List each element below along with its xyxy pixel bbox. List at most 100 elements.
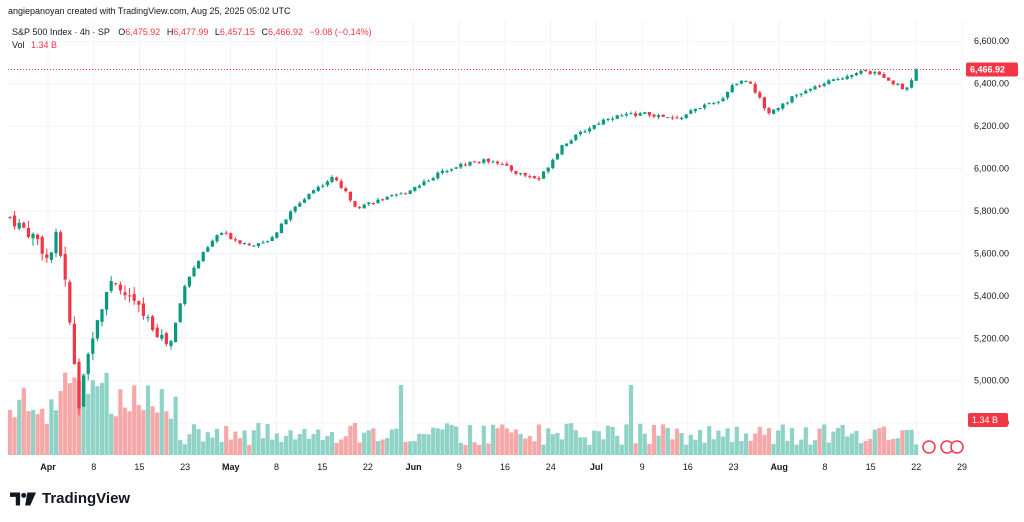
candle-body bbox=[376, 199, 380, 204]
volume-bar bbox=[541, 444, 546, 455]
volume-bar bbox=[76, 380, 82, 455]
volume-bar bbox=[564, 423, 569, 455]
candle-body bbox=[620, 115, 624, 117]
volume-bar bbox=[868, 438, 873, 455]
candle-body bbox=[776, 108, 780, 111]
candle-body bbox=[187, 276, 191, 287]
volume-bar bbox=[665, 428, 670, 455]
volume-bar bbox=[615, 435, 620, 455]
candles bbox=[8, 68, 918, 416]
candle-body bbox=[583, 131, 587, 133]
volume-bar bbox=[863, 440, 868, 455]
volume-bar bbox=[122, 407, 128, 455]
candle-body bbox=[624, 113, 628, 116]
volume-bar bbox=[178, 440, 183, 455]
candle-body bbox=[606, 119, 610, 121]
volume-bar bbox=[831, 431, 836, 455]
volume-bar bbox=[679, 432, 684, 455]
x-tick-label: 8 bbox=[822, 462, 827, 472]
candle-body bbox=[36, 234, 40, 240]
event-icons[interactable] bbox=[922, 440, 964, 454]
candle-body bbox=[174, 322, 178, 343]
low-value: 6,457.15 bbox=[219, 27, 255, 37]
volume-bar bbox=[233, 431, 238, 455]
volume-bar bbox=[316, 429, 321, 455]
candle-body bbox=[279, 223, 283, 234]
candle-body bbox=[592, 125, 596, 129]
candle-body bbox=[657, 115, 661, 118]
volume-bar bbox=[265, 424, 270, 455]
candle-body bbox=[399, 193, 403, 195]
candle-body bbox=[302, 199, 306, 203]
candle-body bbox=[532, 176, 536, 179]
volume-bar bbox=[840, 424, 845, 455]
candle-body bbox=[54, 231, 58, 254]
candle-body bbox=[528, 176, 532, 178]
symbol-name[interactable]: S&P 500 Index · 4h · SP bbox=[12, 27, 110, 37]
open-label: O bbox=[118, 27, 126, 37]
volume-bar bbox=[435, 428, 440, 455]
y-tick-label: 5,400.00 bbox=[974, 291, 1009, 301]
candle-body bbox=[8, 217, 12, 219]
time-axis[interactable]: Apr 8 15 23 May 8 15 22 Jun 9 16 24 Jul 9 16 23 Aug 8 15 22… bbox=[40, 462, 967, 472]
candle-body bbox=[914, 69, 918, 81]
ohlc-legend: S&P 500 Index · 4h · SP O6,475.92 H6,477… bbox=[12, 27, 372, 37]
flag-icon[interactable] bbox=[922, 440, 936, 454]
candle-body bbox=[643, 112, 647, 114]
candle-body bbox=[436, 172, 440, 179]
candle-body bbox=[721, 98, 725, 102]
candle-body bbox=[417, 185, 421, 188]
volume-bar bbox=[440, 429, 445, 455]
price-chart[interactable]: 6,600.00 6,400.00 6,200.00 6,000.00 5,800.00… bbox=[0, 0, 1024, 480]
candle-body bbox=[362, 204, 366, 209]
volume-bar bbox=[426, 434, 431, 455]
volume-bar bbox=[12, 417, 17, 455]
volume-bar bbox=[693, 439, 698, 455]
volume-bar bbox=[159, 389, 164, 455]
candle-body bbox=[454, 167, 458, 169]
volume-bar bbox=[490, 424, 496, 455]
volume-bar bbox=[647, 443, 652, 455]
volume-bar bbox=[467, 425, 473, 455]
volume-value: 1.34 B bbox=[31, 40, 58, 50]
volume-bar bbox=[794, 444, 799, 455]
candle-body bbox=[565, 143, 569, 146]
volume-bar bbox=[799, 439, 804, 455]
candle-body bbox=[270, 237, 274, 242]
volume-bar bbox=[891, 439, 896, 455]
candle-body bbox=[762, 97, 766, 109]
volume-bar bbox=[812, 440, 818, 455]
candle-body bbox=[146, 317, 150, 319]
flag-icon[interactable] bbox=[950, 440, 964, 454]
volume-bar bbox=[546, 428, 551, 455]
candle-body bbox=[900, 83, 904, 90]
volume-legend: Vol 1.34 B bbox=[12, 40, 57, 50]
volume-bar bbox=[449, 424, 454, 455]
candle-body bbox=[344, 188, 348, 192]
tradingview-logo[interactable]: TradingView bbox=[10, 490, 130, 507]
volume-bar bbox=[30, 409, 36, 455]
candle-body bbox=[353, 201, 357, 207]
volume-bar bbox=[656, 435, 661, 455]
x-tick-label: 9 bbox=[457, 462, 462, 472]
price-axis[interactable]: 6,600.00 6,400.00 6,200.00 6,000.00 5,800.00… bbox=[974, 36, 1009, 428]
candle-body bbox=[26, 228, 30, 238]
candle-body bbox=[68, 281, 72, 323]
candle-body bbox=[496, 161, 500, 164]
y-tick-label: 5,600.00 bbox=[974, 248, 1009, 258]
candle-body bbox=[123, 292, 127, 296]
volume-bar bbox=[661, 424, 666, 455]
volume-bar bbox=[237, 438, 243, 455]
close-value: 6,466.92 bbox=[267, 27, 304, 37]
volume-bar bbox=[99, 382, 105, 455]
x-tick-label: 8 bbox=[91, 462, 96, 472]
volume-bar bbox=[872, 429, 877, 455]
candle-body bbox=[450, 169, 454, 171]
volume-bar bbox=[109, 413, 114, 455]
candle-body bbox=[427, 180, 431, 182]
candle-body bbox=[256, 243, 260, 247]
volume-bar bbox=[380, 439, 385, 455]
volume-bar bbox=[651, 425, 657, 455]
candle-body bbox=[615, 115, 619, 119]
volume-bar bbox=[412, 441, 417, 455]
